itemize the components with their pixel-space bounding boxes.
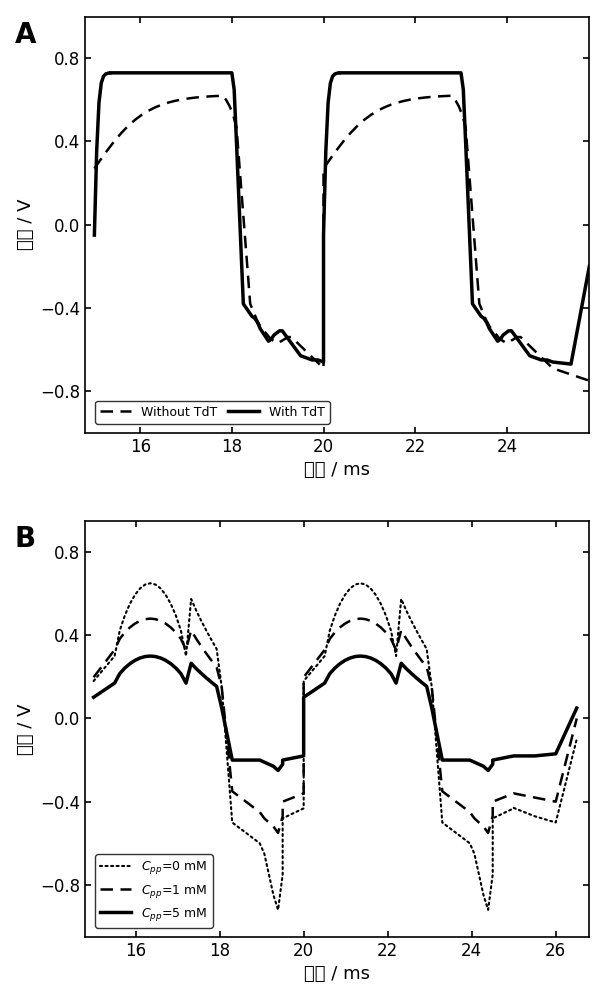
X-axis label: 时间 / ms: 时间 / ms [304,461,370,479]
Legend: Without TdT, With TdT: Without TdT, With TdT [95,401,330,424]
X-axis label: 时间 / ms: 时间 / ms [304,965,370,983]
Text: B: B [15,525,36,553]
Text: A: A [15,21,36,49]
Legend: $C_{pp}$=0 mM, $C_{pp}$=1 mM, $C_{pp}$=5 mM: $C_{pp}$=0 mM, $C_{pp}$=1 mM, $C_{pp}$=5… [95,854,213,928]
Y-axis label: 电压 / V: 电压 / V [17,199,35,250]
Y-axis label: 电压 / V: 电压 / V [17,703,35,755]
